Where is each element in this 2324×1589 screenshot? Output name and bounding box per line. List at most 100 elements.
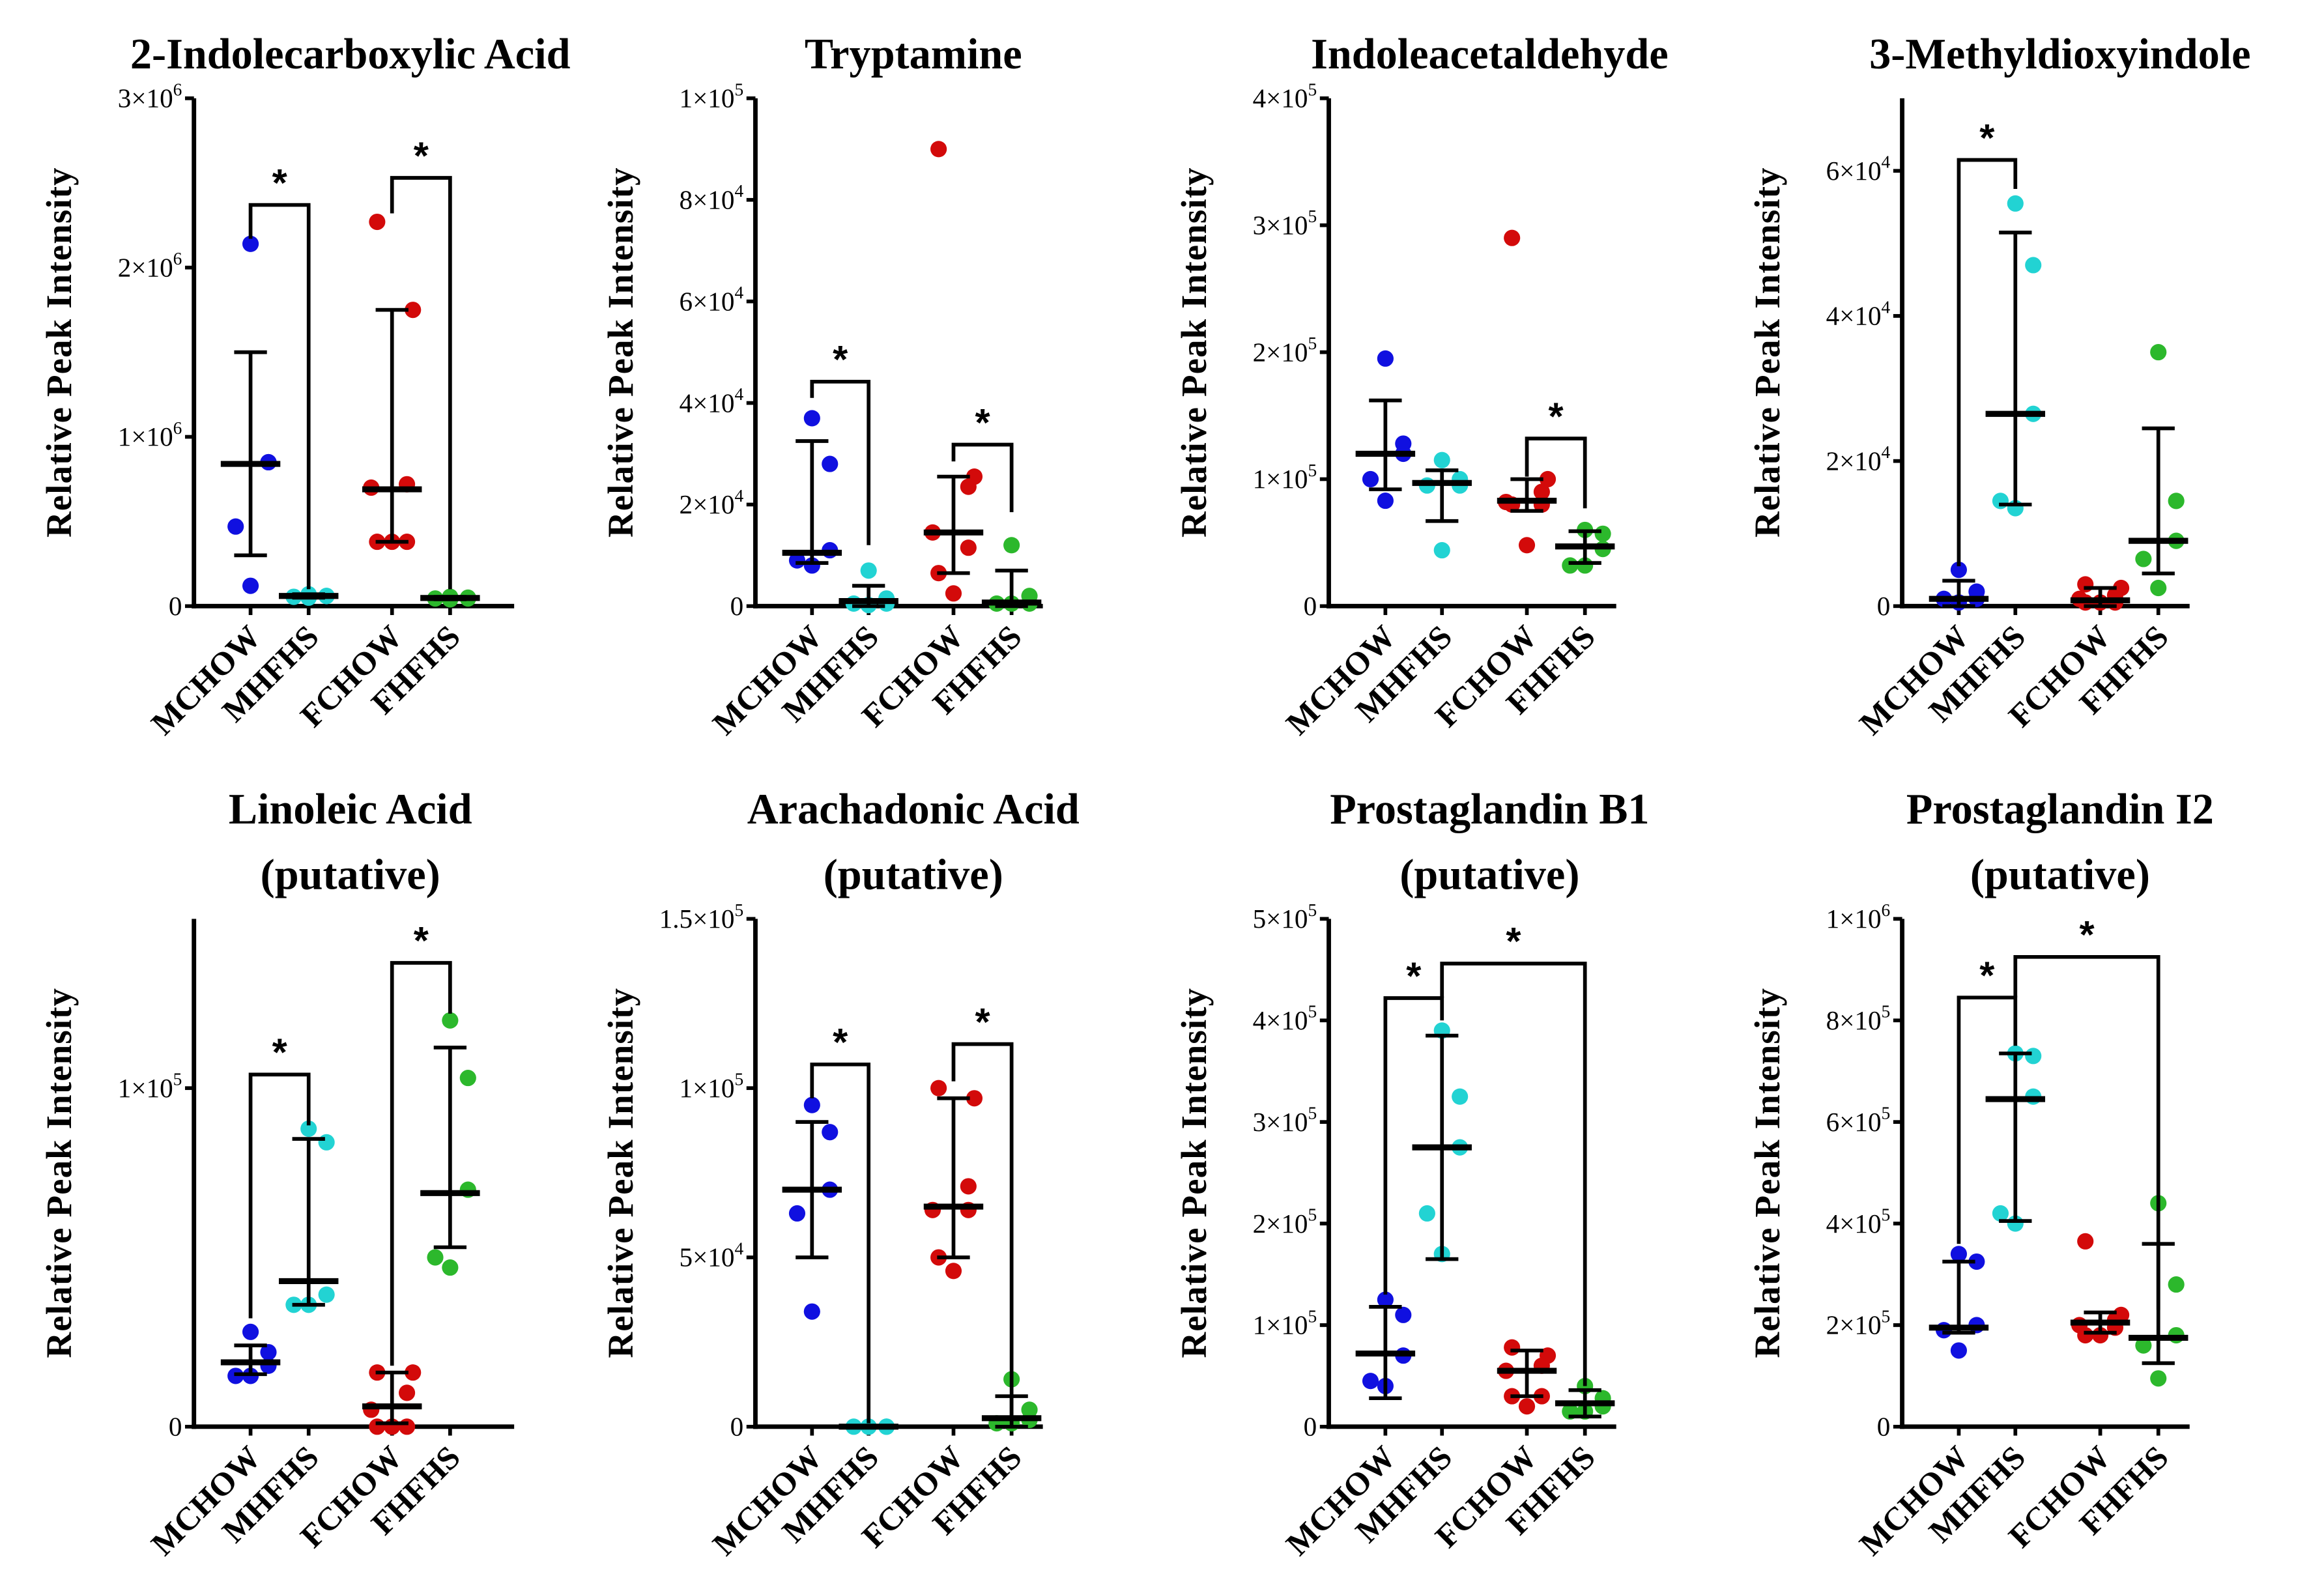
group-fchow <box>923 141 984 602</box>
data-point <box>1562 557 1579 574</box>
y-tick-label: 0 <box>169 591 182 621</box>
y-tick-exponent: 5 <box>1308 461 1317 480</box>
group-mchow <box>1355 350 1416 509</box>
chart-title: (putative) <box>261 852 440 899</box>
data-point <box>788 1205 806 1222</box>
y-tick-exponent: 4 <box>734 1238 743 1258</box>
group-fchow <box>362 213 422 551</box>
group-mchow <box>782 410 842 574</box>
significance-bracket <box>390 961 452 1366</box>
group-mhfhs <box>1412 1022 1472 1263</box>
y-tick-mantissa: 1×10 <box>1253 464 1308 494</box>
chart-title: Arachadonic Acid <box>747 786 1080 833</box>
y-tick-label: 1.5×105 <box>659 900 743 934</box>
y-tick-exponent: 5 <box>1882 1104 1891 1123</box>
significance-star: * <box>833 1020 848 1064</box>
y-tick-mantissa: 1×10 <box>118 422 173 451</box>
y-tick-exponent: 6 <box>173 249 182 268</box>
y-tick-exponent: 5 <box>1882 1205 1891 1224</box>
group-mchow <box>1355 1291 1416 1401</box>
panel-7: Prostaglandin B1 (putative) Relative Peak … <box>1174 786 1650 1562</box>
significance-star: * <box>414 919 429 962</box>
y-tick-mantissa: 6×10 <box>1826 1107 1882 1137</box>
data-point <box>369 1418 386 1435</box>
data-point <box>2168 1276 2185 1293</box>
y-tick-label: 1×106 <box>118 418 182 451</box>
data-point <box>1950 1246 1968 1263</box>
y-tick-label: 2×106 <box>118 249 182 282</box>
group-fchow <box>362 1364 422 1435</box>
data-point <box>2025 257 2042 274</box>
data-point <box>1518 537 1536 554</box>
significance-star: * <box>2079 913 2095 956</box>
significance-star: * <box>1506 919 1521 963</box>
y-tick-exponent: 6 <box>1882 900 1891 920</box>
data-point <box>405 1364 422 1381</box>
data-point <box>1433 542 1450 559</box>
group-mhfhs <box>1412 451 1472 559</box>
y-tick-mantissa: 0 <box>1877 591 1891 621</box>
data-point <box>1992 1205 2009 1222</box>
data-point <box>2077 1326 2094 1344</box>
y-tick-mantissa: 0 <box>730 1412 744 1442</box>
y-tick-label: 0 <box>1304 591 1317 621</box>
significance-bracket <box>248 203 311 590</box>
y-tick-label: 1×105 <box>1253 1306 1317 1339</box>
data-point <box>803 1096 820 1113</box>
significance-bracket <box>810 379 871 545</box>
group-mhfhs <box>278 586 339 606</box>
significance-bracket <box>1383 996 1444 1295</box>
y-tick-mantissa: 5×10 <box>680 1242 735 1272</box>
data-point <box>1418 1205 1435 1222</box>
significance-bracket <box>1957 995 2018 1244</box>
y-tick-mantissa: 3×10 <box>1253 1107 1308 1137</box>
data-point <box>1452 1088 1469 1105</box>
y-tick-label: 6×104 <box>1826 152 1891 186</box>
significance-bracket <box>951 1042 1014 1420</box>
y-tick-mantissa: 4×10 <box>1826 301 1882 331</box>
data-point <box>1968 1253 1985 1270</box>
data-point <box>1362 1373 1379 1390</box>
y-tick-mantissa: 6×10 <box>680 286 735 316</box>
y-tick-mantissa: 0 <box>169 591 182 621</box>
panel-4: 3-Methyldioxyindole Relative Peak Intensi… <box>1747 31 2251 741</box>
data-point <box>1992 493 2009 509</box>
y-tick-mantissa: 1×10 <box>680 83 735 113</box>
significance-star: * <box>975 1000 990 1044</box>
data-point <box>242 1323 259 1340</box>
data-point <box>442 1012 459 1029</box>
data-point <box>227 518 244 535</box>
data-point <box>1395 1306 1412 1323</box>
significance-star: * <box>272 161 288 205</box>
data-point <box>822 1124 839 1141</box>
y-tick-exponent: 5 <box>734 900 743 920</box>
significance-star: * <box>1979 116 1995 160</box>
y-tick-label: 3×105 <box>1253 1104 1317 1137</box>
y-tick-label: 0 <box>1877 591 1891 621</box>
y-tick-mantissa: 8×10 <box>680 184 735 214</box>
chart-title: (putative) <box>1399 852 1579 899</box>
chart-title: (putative) <box>824 852 1003 899</box>
data-point <box>960 539 977 556</box>
y-tick-exponent: 4 <box>734 181 743 201</box>
significance-star: * <box>833 337 848 381</box>
y-tick-label: 1×105 <box>1253 461 1317 494</box>
y-tick-exponent: 6 <box>173 79 182 99</box>
data-point <box>1433 451 1450 468</box>
data-point <box>966 1090 983 1107</box>
y-tick-mantissa: 2×10 <box>1826 446 1882 476</box>
significance-star: * <box>1979 953 1995 997</box>
group-fchow <box>2070 576 2130 611</box>
y-tick-mantissa: 1.5×10 <box>659 904 735 934</box>
panel-5: Linoleic Acid (putative) Relative Peak Int… <box>39 786 515 1562</box>
y-tick-mantissa: 4×10 <box>1826 1209 1882 1238</box>
y-axis-label: Relative Peak Intensity <box>601 988 640 1358</box>
data-point <box>399 1418 416 1435</box>
data-point <box>2077 576 2094 593</box>
significance-bracket <box>1440 962 1587 1386</box>
y-tick-exponent: 4 <box>1882 297 1891 317</box>
data-point <box>405 302 422 319</box>
y-tick-exponent: 4 <box>734 486 743 506</box>
